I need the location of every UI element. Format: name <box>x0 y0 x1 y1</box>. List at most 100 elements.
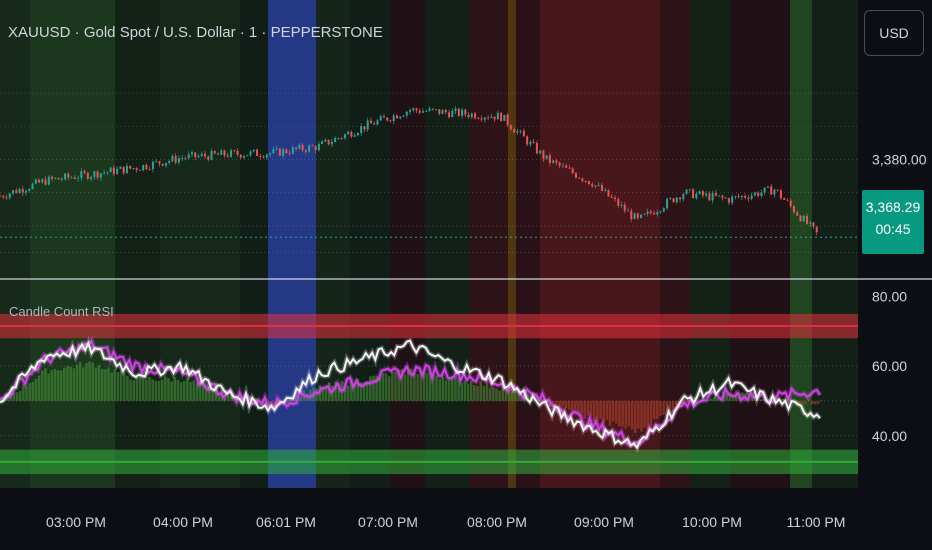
candle <box>164 162 167 168</box>
candle <box>773 188 776 198</box>
candle-body <box>705 193 708 196</box>
session-band <box>812 0 858 488</box>
candle <box>640 214 643 219</box>
last-price-value: 3,368.29 <box>865 199 921 215</box>
candle <box>535 140 538 155</box>
candle-body <box>581 178 584 181</box>
histogram-bar <box>356 378 359 401</box>
candle-body <box>2 196 5 198</box>
histogram-bar <box>167 378 170 401</box>
histogram-bar <box>192 380 195 401</box>
candle-body <box>99 173 102 178</box>
histogram-bar <box>362 382 366 401</box>
candle-body <box>467 114 470 118</box>
histogram-bar <box>6 393 9 401</box>
histogram-bar <box>523 395 527 401</box>
histogram-bar <box>353 382 356 401</box>
histogram-bar <box>293 400 296 401</box>
candle-body <box>324 139 327 142</box>
candle <box>435 109 438 111</box>
candle-body <box>796 212 799 216</box>
histogram-bar <box>113 369 117 401</box>
time-tick-label: 06:01 PM <box>256 514 316 530</box>
histogram-bar <box>369 376 372 401</box>
candle-body <box>483 117 486 120</box>
candle <box>763 187 766 196</box>
histogram-bar <box>425 373 429 401</box>
currency-button[interactable]: USD <box>864 10 924 56</box>
candle <box>83 169 86 175</box>
histogram-bar <box>375 375 378 401</box>
histogram-bar <box>176 380 180 401</box>
candle <box>522 128 525 137</box>
candle-body <box>200 153 203 156</box>
candle <box>334 136 337 143</box>
candle <box>405 110 408 119</box>
time-tick-label: 11:00 PM <box>787 514 846 530</box>
candle-body <box>15 190 18 194</box>
histogram-bar <box>731 394 735 401</box>
histogram-bar <box>154 380 158 401</box>
histogram-bar <box>223 397 227 401</box>
time-tick-label: 03:00 PM <box>46 514 106 530</box>
histogram-bar <box>785 398 788 401</box>
histogram-bar <box>387 376 391 401</box>
candle <box>70 175 73 179</box>
candle-body <box>435 109 438 111</box>
candle-body <box>269 153 272 155</box>
candle-body <box>574 173 577 178</box>
candle <box>31 182 34 190</box>
candle-body <box>815 226 818 233</box>
histogram-bar <box>665 400 669 417</box>
histogram-bar <box>659 400 662 417</box>
histogram-bar <box>810 400 814 405</box>
candle-body <box>187 154 190 159</box>
candle-body <box>181 157 184 159</box>
candle <box>444 108 447 115</box>
histogram-bar <box>182 380 186 401</box>
candle <box>54 177 57 180</box>
candle <box>220 148 223 155</box>
candle-body <box>327 139 330 145</box>
candle-body <box>672 198 675 203</box>
candle-body <box>168 160 171 163</box>
candle <box>158 160 161 167</box>
candle-body <box>412 108 415 111</box>
histogram-bar <box>630 400 634 430</box>
candle <box>252 149 255 153</box>
candle <box>304 148 307 155</box>
candle-body <box>539 150 542 154</box>
histogram-bar <box>91 362 95 401</box>
candle-body <box>155 161 158 163</box>
candle-body <box>90 176 93 180</box>
candle <box>47 175 50 186</box>
candle <box>38 178 41 184</box>
candle <box>148 166 151 171</box>
rsi-bands <box>0 313 858 475</box>
candle <box>112 165 115 177</box>
histogram-bar <box>419 371 423 401</box>
histogram-bar <box>318 385 322 401</box>
histogram-bar <box>186 377 189 401</box>
time-tick-label: 08:00 PM <box>467 514 527 530</box>
candle <box>321 140 324 145</box>
histogram-bar <box>400 369 404 401</box>
candle-body <box>301 144 304 151</box>
histogram-bar <box>135 375 139 401</box>
candle <box>197 153 200 159</box>
histogram-bar <box>214 392 218 401</box>
candle-body <box>418 110 421 113</box>
histogram-bar <box>287 400 290 403</box>
time-tick-label: 09:00 PM <box>574 514 634 530</box>
candle <box>685 189 688 195</box>
candle-body <box>451 110 454 118</box>
histogram-bar <box>589 400 593 417</box>
candle-body <box>506 114 509 126</box>
histogram-bar <box>31 381 35 401</box>
candle <box>177 155 180 165</box>
candle <box>731 194 734 206</box>
candle-body <box>194 152 197 158</box>
candle <box>581 177 584 183</box>
candle <box>542 149 545 162</box>
